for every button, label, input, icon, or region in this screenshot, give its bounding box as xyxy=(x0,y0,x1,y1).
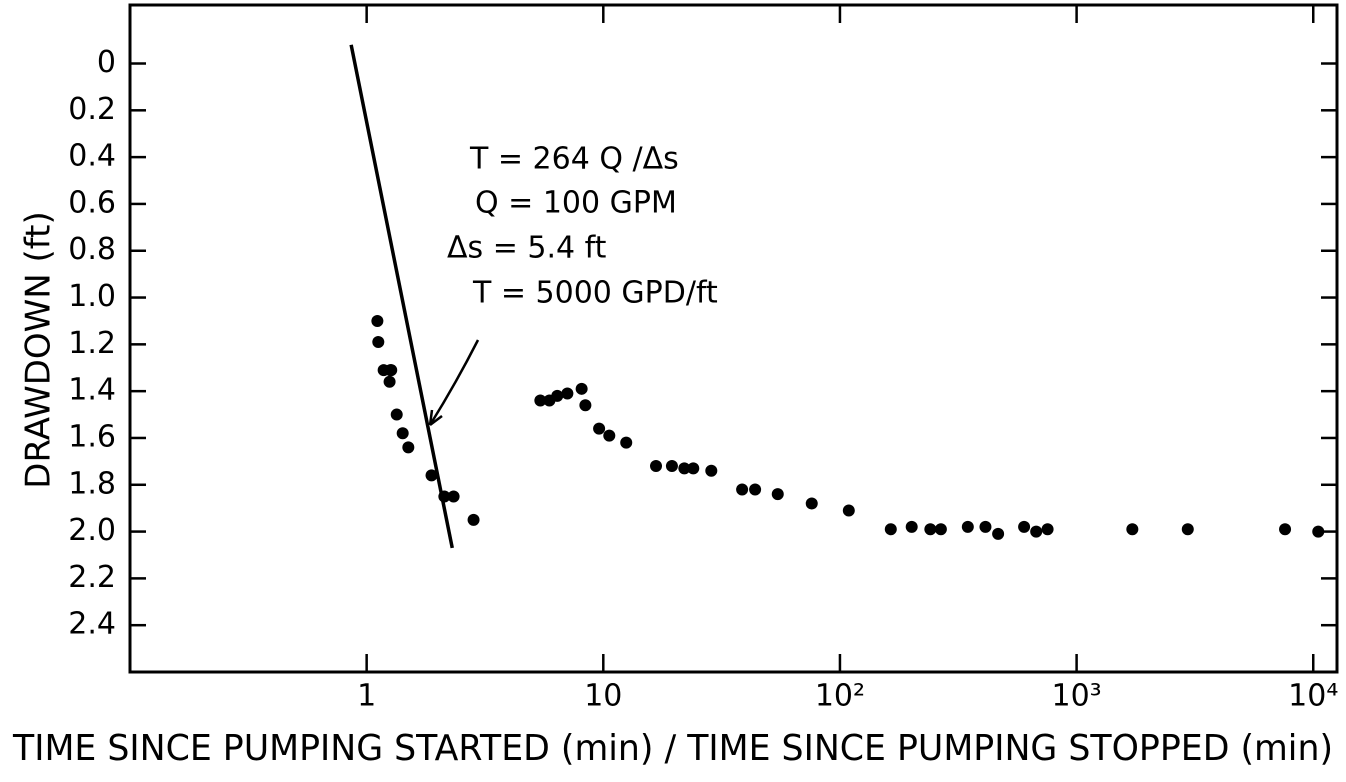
x-tick-label: 1 xyxy=(357,679,376,714)
data-point xyxy=(425,469,438,482)
x-axis-label: TIME SINCE PUMPING STARTED (min) / TIME … xyxy=(12,728,1333,769)
data-point xyxy=(934,523,947,536)
y-tick-label: 2.2 xyxy=(68,560,116,595)
y-tick-label: 2.0 xyxy=(68,513,116,548)
y-tick-label: 0.8 xyxy=(68,232,116,267)
data-point xyxy=(749,483,762,496)
data-point xyxy=(736,483,749,496)
data-point xyxy=(371,314,384,327)
y-tick-label: 0 xyxy=(97,45,116,80)
annotation: Δs = 5.4 ft xyxy=(447,231,607,266)
data-point xyxy=(1030,525,1043,538)
data-point xyxy=(1041,523,1054,536)
data-point xyxy=(1279,523,1292,536)
data-point xyxy=(705,464,718,477)
data-point xyxy=(979,520,992,533)
y-tick-label: 1.2 xyxy=(68,326,116,361)
annotation: Q = 100 GPM xyxy=(475,186,677,221)
data-point xyxy=(593,422,606,435)
data-point xyxy=(447,490,460,503)
x-tick-label: 10² xyxy=(815,679,865,714)
data-point xyxy=(575,382,588,395)
data-point xyxy=(992,527,1005,540)
annotation: T = 264 Q /Δs xyxy=(469,142,679,177)
data-point xyxy=(534,394,547,407)
data-point xyxy=(678,462,691,475)
data-point xyxy=(842,504,855,517)
data-point xyxy=(1126,523,1139,536)
y-tick-label: 0.2 xyxy=(68,92,116,127)
data-point xyxy=(385,364,398,377)
data-point xyxy=(1312,525,1325,538)
data-point xyxy=(961,520,974,533)
annotation-arrow xyxy=(428,339,480,426)
y-tick-label: 1.8 xyxy=(68,466,116,501)
fit-line xyxy=(349,44,454,549)
data-point xyxy=(805,497,818,510)
data-point xyxy=(561,387,574,400)
y-tick-label: 1.4 xyxy=(68,373,116,408)
data-point xyxy=(1181,523,1194,536)
y-axis-label: DRAWDOWN (ft) xyxy=(19,211,59,488)
x-tick-label: 10 xyxy=(584,679,622,714)
y-tick-label: 1.6 xyxy=(68,419,116,454)
data-point xyxy=(551,389,564,402)
data-point xyxy=(402,441,415,454)
y-tick-label: 2.4 xyxy=(68,607,116,642)
data-point xyxy=(665,460,678,473)
data-point xyxy=(396,427,409,440)
data-point xyxy=(1018,520,1031,533)
y-tick-label: 0.6 xyxy=(68,185,116,220)
data-point xyxy=(620,436,633,449)
data-point xyxy=(771,488,784,501)
data-point xyxy=(687,462,700,475)
data-point xyxy=(603,429,616,442)
data-point xyxy=(884,523,897,536)
data-point xyxy=(438,490,451,503)
y-tick-label: 1.0 xyxy=(68,279,116,314)
x-tick-label: 10³ xyxy=(1051,679,1101,714)
data-point xyxy=(467,513,480,526)
y-tick-label: 0.4 xyxy=(68,139,116,174)
arrow-head xyxy=(428,409,443,426)
data-point xyxy=(579,399,592,412)
annotation: T = 5000 GPD/ft xyxy=(472,276,718,311)
data-point xyxy=(390,408,403,421)
data-point xyxy=(650,460,663,473)
data-point xyxy=(383,375,396,388)
x-tick-label: 10⁴ xyxy=(1288,679,1338,714)
data-point xyxy=(924,523,937,536)
data-point xyxy=(372,336,385,349)
plot-frame xyxy=(128,3,1339,674)
data-point xyxy=(905,520,918,533)
